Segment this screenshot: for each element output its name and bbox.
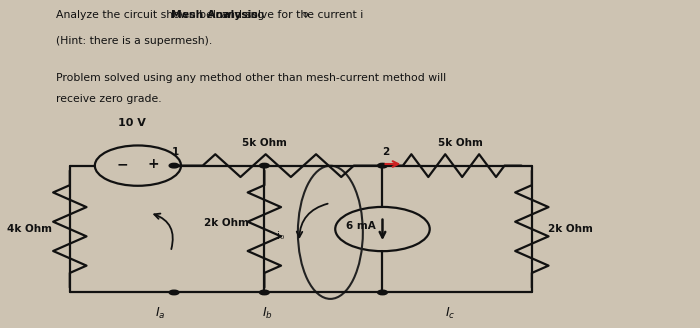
Circle shape xyxy=(169,290,179,295)
Text: 5k Ohm: 5k Ohm xyxy=(242,138,287,148)
Text: 2k Ohm: 2k Ohm xyxy=(204,217,248,228)
Text: 6 mA: 6 mA xyxy=(346,221,375,231)
Text: 2k Ohm: 2k Ohm xyxy=(547,224,592,234)
Text: Analyze the circuit shown below using: Analyze the circuit shown below using xyxy=(56,10,268,20)
Text: i₀: i₀ xyxy=(277,231,284,240)
Text: 5k Ohm: 5k Ohm xyxy=(438,138,483,148)
Text: (Hint: there is a supermesh).: (Hint: there is a supermesh). xyxy=(56,35,212,46)
Text: 10 V: 10 V xyxy=(118,117,146,128)
Text: 4k Ohm: 4k Ohm xyxy=(7,224,52,234)
Text: $\mathit{I_b}$: $\mathit{I_b}$ xyxy=(262,305,273,320)
Text: 1: 1 xyxy=(172,148,179,157)
Text: +: + xyxy=(148,157,159,171)
Text: 2: 2 xyxy=(382,148,390,157)
Text: and solve for the current i: and solve for the current i xyxy=(218,10,363,20)
Text: −: − xyxy=(116,157,127,171)
Text: receive zero grade.: receive zero grade. xyxy=(56,94,162,104)
Text: $\mathit{I_a}$: $\mathit{I_a}$ xyxy=(155,305,165,320)
Circle shape xyxy=(377,290,387,295)
Circle shape xyxy=(260,163,270,168)
Circle shape xyxy=(377,163,387,168)
Text: Mesh Analysis: Mesh Analysis xyxy=(171,10,258,20)
Text: $\mathit{I_c}$: $\mathit{I_c}$ xyxy=(445,305,456,320)
Circle shape xyxy=(260,290,270,295)
Text: o.: o. xyxy=(302,10,311,18)
Circle shape xyxy=(169,163,179,168)
Text: Problem solved using any method other than mesh-current method will: Problem solved using any method other th… xyxy=(56,73,446,83)
